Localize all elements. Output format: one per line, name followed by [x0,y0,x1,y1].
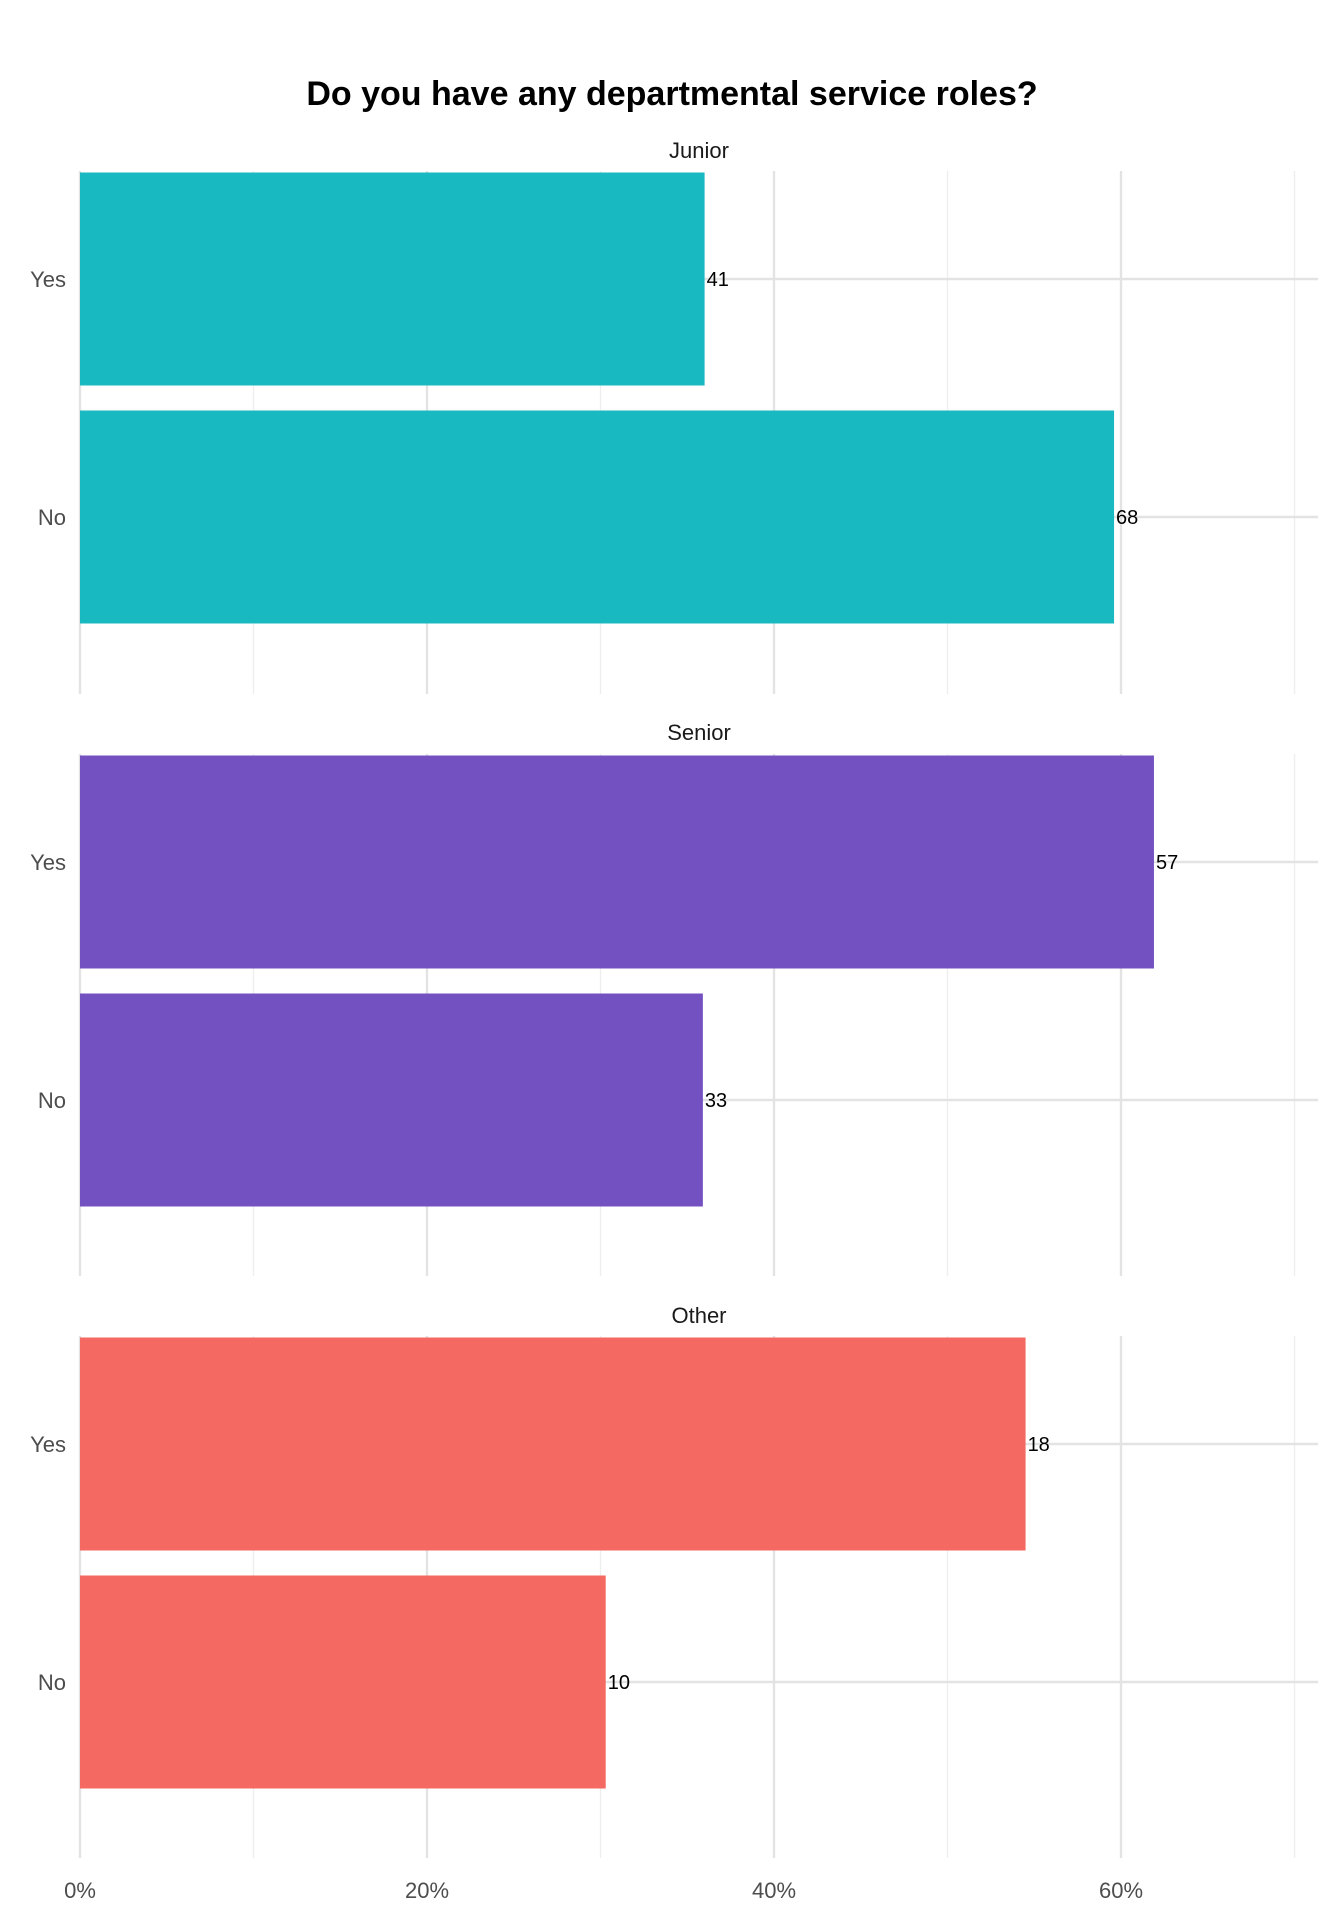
strip-label-junior: Junior [669,138,729,163]
x-axis: 0% 20% 40% 60% [64,1878,1143,1903]
chart-title: Do you have any departmental service rol… [306,75,1037,113]
x-tick-label: 60% [1099,1878,1143,1903]
category-label-no: No [38,1670,66,1695]
panel-other: Other Yes 18 No 10 [30,1303,1318,1858]
facet-panels: Junior Yes 41 No 68 Senior Yes 57 No 33 Other Yes 18… [30,138,1318,1858]
strip-label-senior: Senior [667,720,731,745]
category-label-yes: Yes [30,1432,66,1457]
data-label-junior-no: 68 [1116,507,1138,529]
x-tick-label: 40% [752,1878,796,1903]
category-label-yes: Yes [30,267,66,292]
panel-senior: Senior Yes 57 No 33 [30,720,1318,1276]
bar-other-no [80,1575,606,1789]
strip-label-other: Other [671,1303,726,1328]
bar-senior-yes [80,755,1154,969]
category-label-no: No [38,1088,66,1113]
bar-junior-no [80,410,1115,624]
bar-other-yes [80,1337,1026,1551]
data-label-senior-no: 33 [705,1090,727,1112]
data-label-senior-yes: 57 [1156,852,1178,874]
panel-junior: Junior Yes 41 No 68 [30,138,1318,694]
bar-senior-no [80,993,703,1207]
x-tick-label: 0% [64,1878,96,1903]
category-label-no: No [38,505,66,530]
category-label-yes: Yes [30,850,66,875]
data-label-junior-yes: 41 [707,269,729,291]
x-tick-label: 20% [405,1878,449,1903]
data-label-other-no: 10 [608,1672,630,1694]
bar-junior-yes [80,172,705,386]
data-label-other-yes: 18 [1028,1434,1050,1456]
